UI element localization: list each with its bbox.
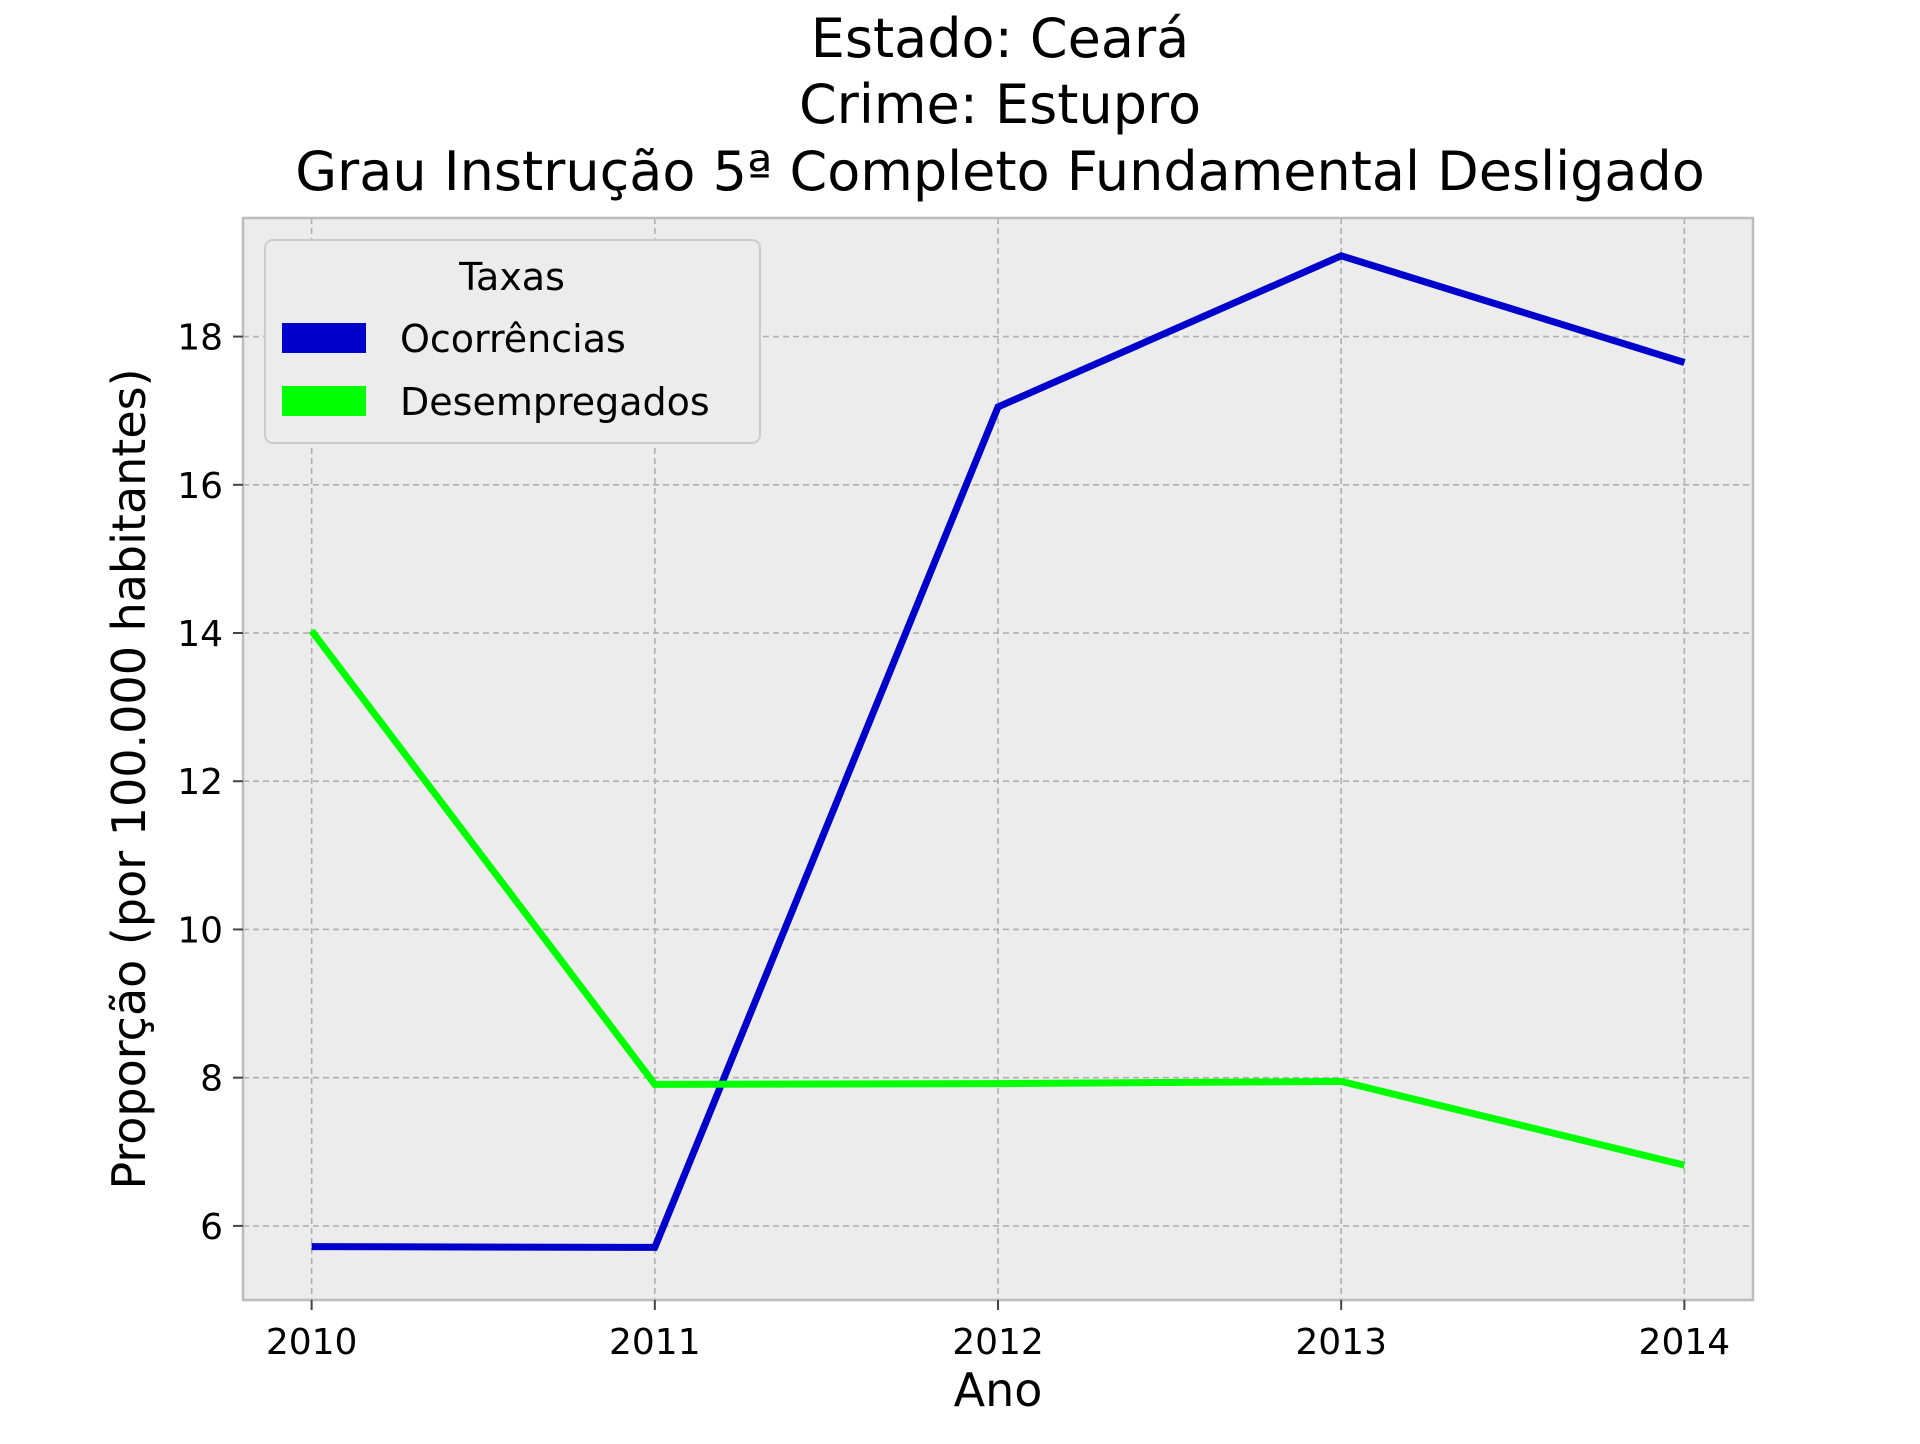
chart-title-line: Crime: Estupro [799,73,1201,136]
x-tick-label: 2012 [952,1322,1044,1363]
y-tick-label: 10 [177,910,223,951]
legend-swatch-desempregados [282,386,366,416]
chart-title-line: Grau Instrução 5ª Completo Fundamental D… [295,140,1705,203]
y-tick-label: 14 [177,614,223,655]
series-line-desempregados [308,628,1686,1169]
x-tick-label: 2011 [609,1322,701,1363]
y-tick-label: 18 [177,318,223,359]
axis-ticks: 2010 2011 2012 2013 2014 6 8 10 12 14 16 18 [177,318,1730,1363]
legend-item-desempregados[interactable]: Desempregados [282,380,710,424]
legend-item-ocorrencias[interactable]: Ocorrências [282,317,626,361]
legend-title: Taxas [458,255,565,299]
x-axis-label: Ano [954,1363,1043,1417]
y-tick-label: 16 [177,466,223,507]
y-tick-label: 6 [200,1207,223,1248]
legend-label-desempregados: Desempregados [400,380,710,424]
y-tick-label: 12 [177,762,223,803]
legend-box [264,239,761,444]
series-lines [308,252,1686,1251]
legend-swatch-ocorrencias [282,323,366,353]
legend[interactable]: Taxas Ocorrências Desempregados [264,239,761,444]
grid-lines [243,218,1753,1300]
chart-title-line: Estado: Ceará [811,7,1190,70]
y-tick-label: 8 [200,1059,223,1100]
series-line-ocorrencias [311,252,1686,1251]
legend-label-ocorrencias: Ocorrências [400,317,626,361]
y-axis-label: Proporção (por 100.000 habitantes) [102,368,156,1189]
x-tick-label: 2013 [1295,1322,1387,1363]
x-tick-label: 2014 [1639,1322,1731,1363]
x-tick-label: 2010 [266,1322,358,1363]
